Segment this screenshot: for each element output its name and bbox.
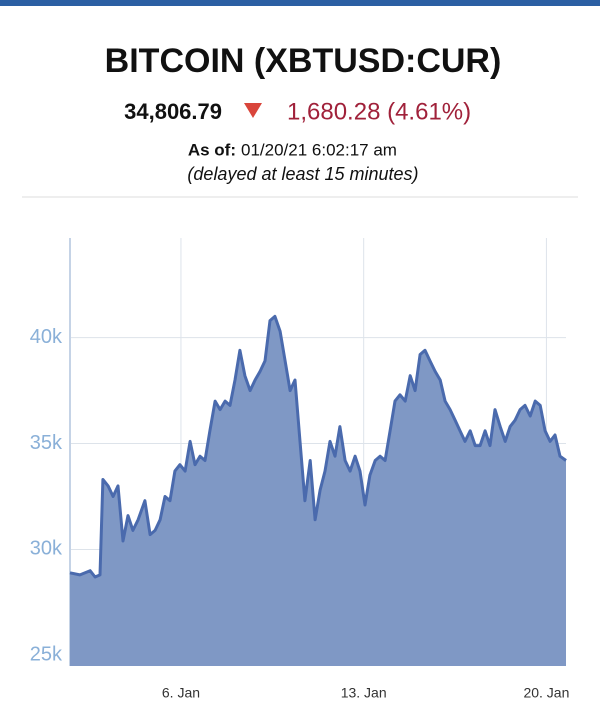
plot: 25k 30k 35k 40k 6. Jan 13. Jan 20. Jan [30, 238, 569, 701]
y-tick-label: 35k [30, 432, 63, 454]
price: 34,806.79 [124, 99, 222, 124]
y-tick-label: 30k [30, 538, 63, 560]
x-tick-label: 20. Jan [523, 685, 569, 701]
as-of-label: As of: [188, 140, 236, 159]
area [70, 316, 566, 666]
y-tick-label: 40k [30, 326, 63, 348]
delay-note: (delayed at least 15 minutes) [187, 164, 418, 184]
down-arrow [244, 103, 262, 118]
x-tick-label: 13. Jan [341, 685, 387, 701]
line [69, 314, 567, 579]
top-bar [0, 0, 600, 6]
title: BITCOIN (XBTUSD:CUR) [105, 42, 502, 80]
as-of-value: 01/20/21 6:02:17 am [241, 140, 397, 159]
change: 1,680.28 (4.61%) [287, 98, 471, 125]
y-tick-label: 25k [30, 644, 63, 666]
x-tick-label: 6. Jan [162, 685, 200, 701]
